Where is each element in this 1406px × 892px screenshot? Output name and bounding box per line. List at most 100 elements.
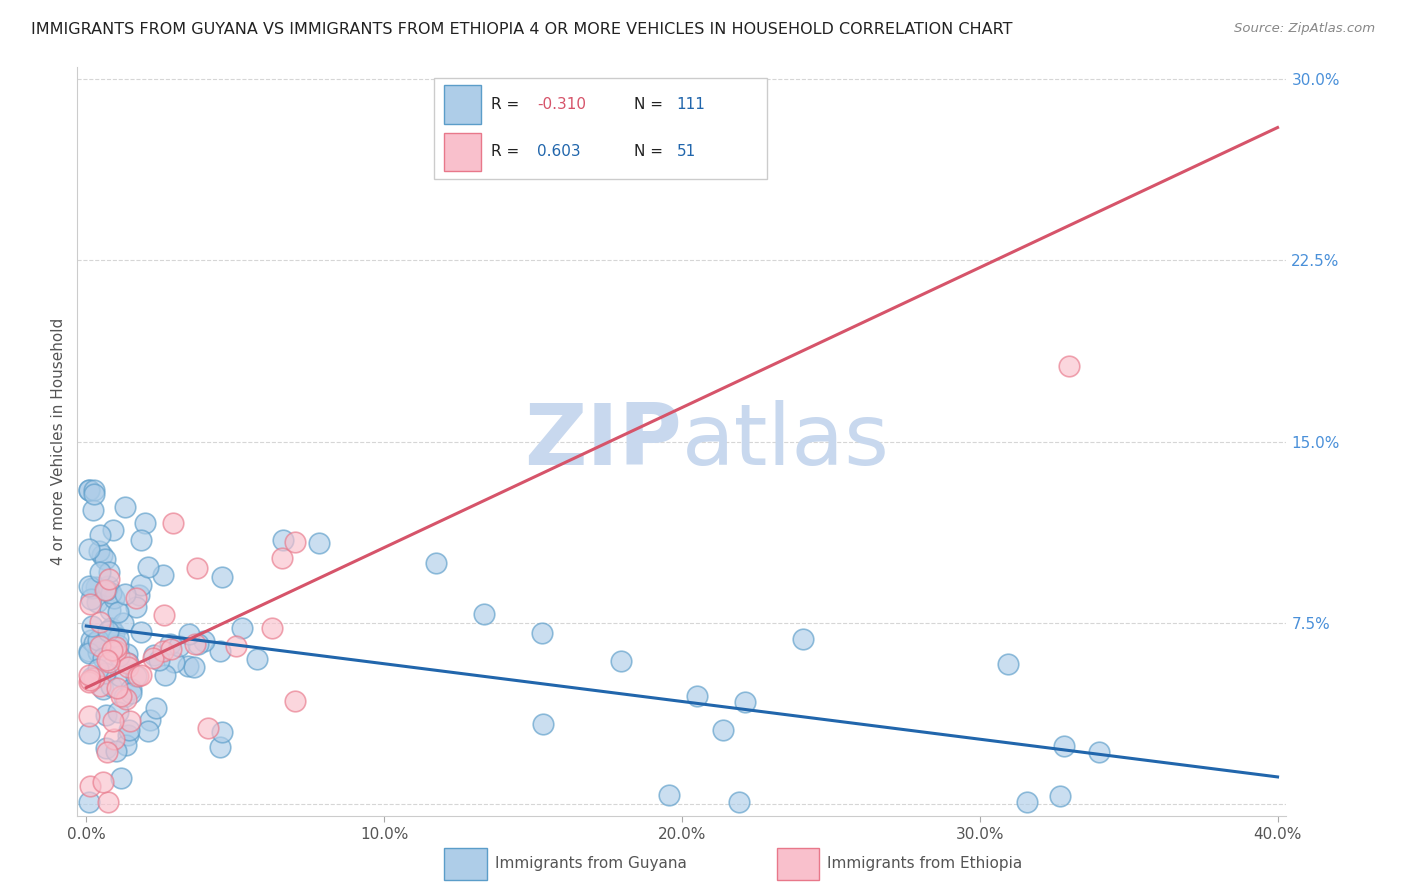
Point [127,669,149,683]
Point [77,708,100,723]
Point [125,669,148,683]
Point [107,705,129,719]
Point [77,646,100,660]
Point [117,656,139,670]
Point [79,673,101,688]
Point [94,583,117,598]
Point [83,483,105,497]
Point [114,587,136,601]
Point [105,640,128,655]
Point [108,648,131,663]
Point [1049,789,1071,803]
Point [87,633,110,648]
Point [79,597,101,611]
Point [115,647,138,661]
Text: Immigrants from Ethiopia: Immigrants from Ethiopia [827,855,1022,871]
Text: ZIP: ZIP [524,400,682,483]
Point [101,642,124,657]
Point [77,795,100,809]
Point [284,694,307,708]
Y-axis label: 4 or more Vehicles in Household: 4 or more Vehicles in Household [51,318,66,566]
Point [77,483,100,497]
Point [139,713,162,727]
Point [131,577,153,591]
Point [91,774,114,789]
Point [98,566,121,580]
Point [89,528,111,542]
Point [98,572,121,586]
Point [77,644,100,658]
Point [792,632,814,646]
Point [531,716,554,731]
Point [110,771,132,785]
Point [169,639,191,653]
Point [87,544,110,558]
Point [103,732,125,747]
Point [115,656,138,670]
Point [79,779,101,793]
Point [115,692,138,706]
Text: Immigrants from Guyana: Immigrants from Guyana [495,855,686,871]
Point [728,795,751,809]
Point [84,580,107,594]
Point [260,621,283,635]
Point [211,724,233,739]
Point [83,672,105,686]
Point [211,570,233,584]
Point [997,657,1019,672]
Point [104,640,127,654]
Point [89,615,111,630]
Point [136,724,159,739]
Point [184,637,207,651]
Point [145,700,167,714]
Point [82,502,104,516]
Point [128,588,150,602]
Point [1017,795,1039,809]
Point [270,551,292,566]
Bar [778,848,820,880]
Point [246,652,269,666]
Point [114,738,136,752]
Point [89,639,111,653]
Point [159,637,181,651]
Point [86,595,108,609]
Point [120,686,142,700]
Point [87,645,110,659]
Point [142,651,165,665]
Point [89,565,111,579]
Bar [444,848,486,880]
Point [93,583,115,598]
Point [686,689,709,703]
Point [79,632,101,647]
Point [107,605,129,619]
Point [77,668,100,682]
Point [97,624,120,638]
Point [610,654,633,668]
Point [143,648,166,662]
Point [103,626,125,640]
Point [120,681,142,696]
Point [103,591,125,606]
Point [162,516,184,530]
Text: Source: ZipAtlas.com: Source: ZipAtlas.com [1234,22,1375,36]
Point [271,533,294,547]
Point [118,714,141,728]
Point [711,723,734,737]
Point [77,541,100,556]
Point [91,650,114,665]
Point [152,643,174,657]
Point [89,679,111,693]
Point [117,660,139,674]
Point [231,621,253,635]
Point [134,516,156,531]
Point [79,579,101,593]
Point [94,552,117,566]
Point [1057,359,1080,374]
Point [77,674,100,689]
Point [91,681,114,696]
Point [80,670,103,684]
Point [96,653,118,667]
Point [107,638,129,652]
Point [1053,739,1076,753]
Point [105,681,128,696]
